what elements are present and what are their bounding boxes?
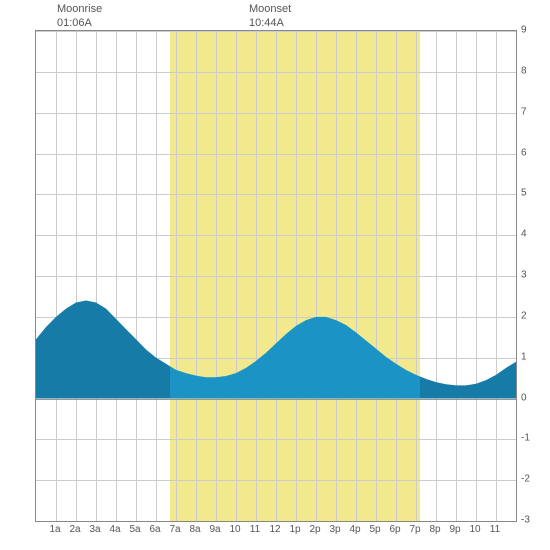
x-tick: 12 xyxy=(269,524,280,535)
y-tick: 6 xyxy=(521,147,527,158)
x-tick: 3a xyxy=(89,524,100,535)
x-tick: 6p xyxy=(389,524,400,535)
x-tick: 4p xyxy=(349,524,360,535)
x-tick: 11 xyxy=(490,524,500,535)
x-tick: 5p xyxy=(369,524,380,535)
x-tick: 3p xyxy=(329,524,340,535)
x-tick: 7p xyxy=(409,524,420,535)
x-tick: 4a xyxy=(109,524,120,535)
x-tick: 6a xyxy=(149,524,160,535)
y-tick: 9 xyxy=(521,25,527,36)
x-tick: 5a xyxy=(129,524,140,535)
tide-chart: Moonrise 01:06A Moonset 10:44A 1a 2a 3a 4a 5… xyxy=(0,0,550,550)
x-tick: 1p xyxy=(289,524,300,535)
y-tick: -2 xyxy=(521,474,530,485)
y-tick: 5 xyxy=(521,188,527,199)
y-tick: -3 xyxy=(521,515,530,526)
tide-area xyxy=(36,31,516,521)
x-tick: 1a xyxy=(49,524,60,535)
y-tick: 8 xyxy=(521,65,527,76)
moonrise-time: 01:06A xyxy=(57,16,102,30)
x-tick: 9p xyxy=(449,524,460,535)
x-tick: 10 xyxy=(469,524,480,535)
y-tick: 0 xyxy=(521,392,527,403)
x-tick: 9a xyxy=(209,524,220,535)
y-tick: 1 xyxy=(521,351,527,362)
y-tick: 4 xyxy=(521,229,527,240)
y-tick: 2 xyxy=(521,310,527,321)
y-tick: 3 xyxy=(521,270,527,281)
x-tick: 8a xyxy=(189,524,200,535)
x-tick: 2a xyxy=(69,524,80,535)
x-tick: 10 xyxy=(229,524,240,535)
moonset-time: 10:44A xyxy=(249,16,291,30)
moonrise-label: Moonrise 01:06A xyxy=(57,2,102,31)
moonrise-title: Moonrise xyxy=(57,2,102,16)
y-tick: -1 xyxy=(521,433,530,444)
moonset-title: Moonset xyxy=(249,2,291,16)
moonset-label: Moonset 10:44A xyxy=(249,2,291,31)
x-tick: 7a xyxy=(169,524,180,535)
y-tick: 7 xyxy=(521,106,527,117)
x-tick: 2p xyxy=(309,524,320,535)
x-tick: 8p xyxy=(429,524,440,535)
plot-area xyxy=(35,30,517,522)
x-tick: 11 xyxy=(250,524,260,535)
